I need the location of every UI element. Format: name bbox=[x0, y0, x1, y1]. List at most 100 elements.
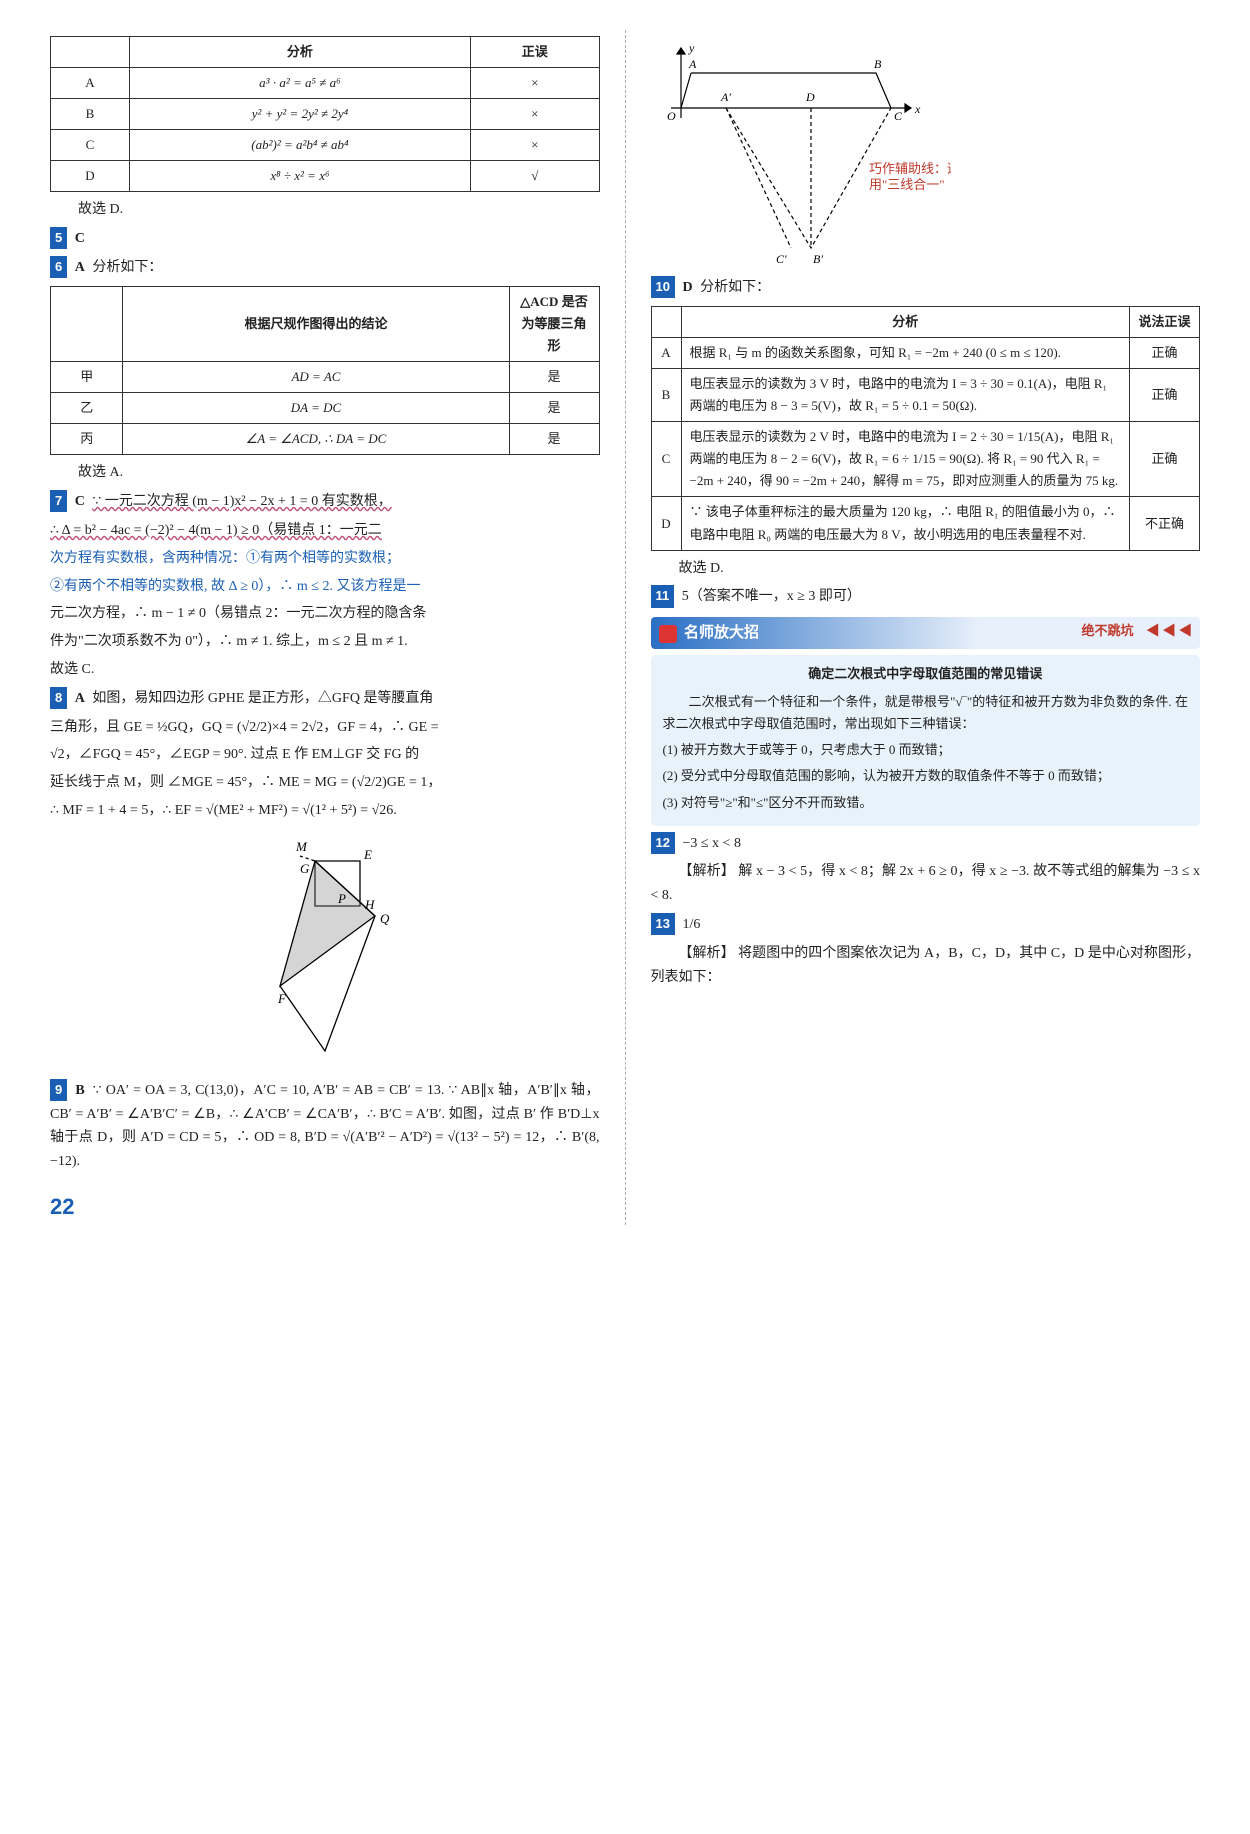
question-number: 6 bbox=[50, 256, 67, 278]
table-cell: y² + y² = 2y² ≠ 2y⁴ bbox=[129, 99, 470, 130]
question-5: 5 C bbox=[50, 227, 600, 251]
solution-line: ∴ MF = 1 + 4 = 5，∴ EF = √(ME² + MF²) = √… bbox=[50, 799, 600, 823]
table-cell: √ bbox=[471, 161, 599, 192]
intro-text: 分析如下： bbox=[700, 280, 770, 295]
solution-line: √2，∠FGQ = 45°，∠EGP = 90°. 过点 E 作 EM⊥GF 交… bbox=[50, 743, 600, 767]
tip-box: 确定二次根式中字母取值范围的常见错误 二次根式有一个特征和一个条件，就是带根号"… bbox=[651, 655, 1201, 826]
table-cell: B bbox=[651, 368, 681, 421]
table-cell: ∵ 该电子体重秤标注的最大质量为 120 kg，∴ 电阻 R₁ 的阻值最小为 0… bbox=[681, 497, 1130, 550]
parse-label: 【解析】 bbox=[679, 946, 735, 961]
answer-text: 5（答案不唯一，x ≥ 3 即可） bbox=[682, 589, 861, 604]
question-13: 13 1/6 bbox=[651, 913, 1201, 937]
question-number: 8 bbox=[50, 687, 67, 709]
tip-item: (2) 受分式中分母取值范围的影响，认为被开方数的取值条件不等于 0 而致错； bbox=[663, 765, 1189, 787]
table-cell: 乙 bbox=[51, 393, 123, 424]
page-content: 分析 正误 A a³ · a² = a⁵ ≠ a⁶ × B y² + y² = … bbox=[50, 30, 1200, 1225]
question-number: 9 bbox=[50, 1079, 67, 1101]
table-cell: (ab²)² = a²b⁴ ≠ ab⁴ bbox=[129, 130, 470, 161]
text: ∴ Δ = b² − 4ac = (−2)² − 4(m − 1) ≥ 0（易错… bbox=[50, 523, 382, 538]
fig-label: F bbox=[277, 991, 287, 1006]
table-cell: × bbox=[471, 99, 599, 130]
solution-line: 元二次方程，∴ m − 1 ≠ 0（易错点 2：一元二次方程的隐含条 bbox=[50, 602, 600, 626]
figure-note: 巧作辅助线：遵等腰三角形， 用"三线合一" bbox=[869, 161, 951, 192]
table-cell: C bbox=[51, 130, 130, 161]
table-cell: a³ · a² = a⁵ ≠ a⁶ bbox=[129, 68, 470, 99]
table-cell: A bbox=[51, 68, 130, 99]
table-cell: AD = AC bbox=[123, 362, 509, 393]
table-cell: 是 bbox=[509, 362, 599, 393]
tip-title: 确定二次根式中字母取值范围的常见错误 bbox=[663, 663, 1189, 685]
coordinate-figure: y A B A′ D O C x C′ B′ 巧作辅助线：遵等腰三角形， 用"三… bbox=[651, 38, 951, 268]
answer-text: 1/6 bbox=[682, 917, 700, 932]
table-cell: × bbox=[471, 68, 599, 99]
fig-label: C bbox=[894, 109, 903, 123]
table-cell: 是 bbox=[509, 393, 599, 424]
table-cell: D bbox=[51, 161, 130, 192]
table-header bbox=[651, 306, 681, 337]
table-cell: 根据 R₁ 与 m 的函数关系图象，可知 R₁ = −2m + 240 (0 ≤… bbox=[681, 337, 1130, 368]
table-cell: 丙 bbox=[51, 424, 123, 455]
table-header bbox=[51, 286, 123, 361]
table-cell: x⁸ ÷ x² = x⁶ bbox=[129, 161, 470, 192]
solution-text: 如图，易知四边形 GPHE 是正方形，△GFQ 是等腰直角 bbox=[92, 691, 433, 706]
fig-label: Q bbox=[380, 911, 390, 926]
table-header: 说法正误 bbox=[1130, 306, 1200, 337]
solution-line: ②有两个不相等的实数根, 故 Δ ≥ 0），∴ m ≤ 2. 又该方程是一 bbox=[50, 575, 600, 599]
table-cell: 正确 bbox=[1130, 368, 1200, 421]
analysis-table-1: 分析 正误 A a³ · a² = a⁵ ≠ a⁶ × B y² + y² = … bbox=[50, 36, 600, 192]
answer-letter: D bbox=[682, 280, 692, 295]
section-sub: 绝不跳坑 ◀ ◀ ◀ bbox=[1081, 620, 1192, 642]
table-cell: × bbox=[471, 130, 599, 161]
question-10: 10 D 分析如下： bbox=[651, 276, 1201, 300]
table-cell: A bbox=[651, 337, 681, 368]
geometry-figure-q8: M E G H P Q F bbox=[220, 831, 430, 1071]
question-7: 7 C ∵ 一元二次方程 (m − 1)x² − 2x + 1 = 0 有实数根… bbox=[50, 490, 600, 514]
question-number: 11 bbox=[651, 585, 675, 607]
fig-label: G bbox=[300, 861, 310, 876]
solution-line: 件为"二次项系数不为 0"），∴ m ≠ 1. 综上，m ≤ 2 且 m ≠ 1… bbox=[50, 630, 600, 654]
answer-text: −3 ≤ x < 8 bbox=[682, 836, 740, 851]
wavy-text: ∴ Δ = b² − 4ac = (−2)² − 4(m − 1) ≥ 0（易错… bbox=[50, 523, 382, 538]
open-book-icon bbox=[659, 625, 677, 643]
fig-label: B bbox=[874, 57, 882, 71]
fig-label: B′ bbox=[813, 252, 823, 266]
question-number: 12 bbox=[651, 832, 675, 854]
solution-line: ∴ Δ = b² − 4ac = (−2)² − 4(m − 1) ≥ 0（易错… bbox=[50, 519, 600, 543]
fig-label: H bbox=[364, 897, 375, 912]
table-cell: DA = DC bbox=[123, 393, 509, 424]
table-header: 正误 bbox=[471, 37, 599, 68]
tip-section-header: 名师放大招 绝不跳坑 ◀ ◀ ◀ bbox=[651, 617, 1201, 649]
fig-label: D bbox=[805, 90, 815, 104]
right-column: y A B A′ D O C x C′ B′ 巧作辅助线：遵等腰三角形， 用"三… bbox=[651, 30, 1201, 1225]
table-footer: 故选 A. bbox=[50, 461, 600, 485]
fig-label: y bbox=[688, 41, 695, 55]
text: ②有两个不相等的实数根, 故 Δ ≥ 0），∴ m ≤ 2. 又该方程是一 bbox=[50, 579, 421, 594]
question-9: 9 B ∵ OA′ = OA = 3, C(13,0)，A′C = 10, A′… bbox=[50, 1079, 600, 1174]
table-footer: 故选 D. bbox=[50, 198, 600, 222]
table-cell: 电压表显示的读数为 2 V 时，电路中的电流为 I = 2 ÷ 30 = 1/1… bbox=[681, 422, 1130, 497]
table-header: 根据尺规作图得出的结论 bbox=[123, 286, 509, 361]
analysis-table-q10: 分析 说法正误 A 根据 R₁ 与 m 的函数关系图象，可知 R₁ = −2m … bbox=[651, 306, 1201, 551]
table-header: 分析 bbox=[129, 37, 470, 68]
fig-label: E bbox=[363, 847, 372, 862]
table-cell: 正确 bbox=[1130, 337, 1200, 368]
answer-letter: C bbox=[75, 231, 85, 246]
question-number: 13 bbox=[651, 913, 675, 935]
table-cell: B bbox=[51, 99, 130, 130]
left-column: 分析 正误 A a³ · a² = a⁵ ≠ a⁶ × B y² + y² = … bbox=[50, 30, 600, 1225]
analysis-table-q6: 根据尺规作图得出的结论 △ACD 是否为等腰三角形 甲 AD = AC 是 乙 … bbox=[50, 286, 600, 456]
intro-text: 分析如下： bbox=[92, 260, 162, 275]
table-header: △ACD 是否为等腰三角形 bbox=[509, 286, 599, 361]
fig-label: A bbox=[688, 57, 697, 71]
tip-item: (1) 被开方数大于或等于 0，只考虑大于 0 而致错； bbox=[663, 739, 1189, 761]
table-header bbox=[51, 37, 130, 68]
answer-letter: C bbox=[75, 494, 85, 509]
question-number: 5 bbox=[50, 227, 67, 249]
answer-letter: A bbox=[75, 260, 85, 275]
answer-letter: A bbox=[75, 691, 85, 706]
question-6: 6 A 分析如下： bbox=[50, 256, 600, 280]
table-cell: 正确 bbox=[1130, 422, 1200, 497]
fig-label: A′ bbox=[720, 90, 731, 104]
table-cell: 电压表显示的读数为 3 V 时，电路中的电流为 I = 3 ÷ 30 = 0.1… bbox=[681, 368, 1130, 421]
wavy-text: ∵ 一元二次方程 (m − 1)x² − 2x + 1 = 0 有实数根， bbox=[92, 494, 391, 509]
